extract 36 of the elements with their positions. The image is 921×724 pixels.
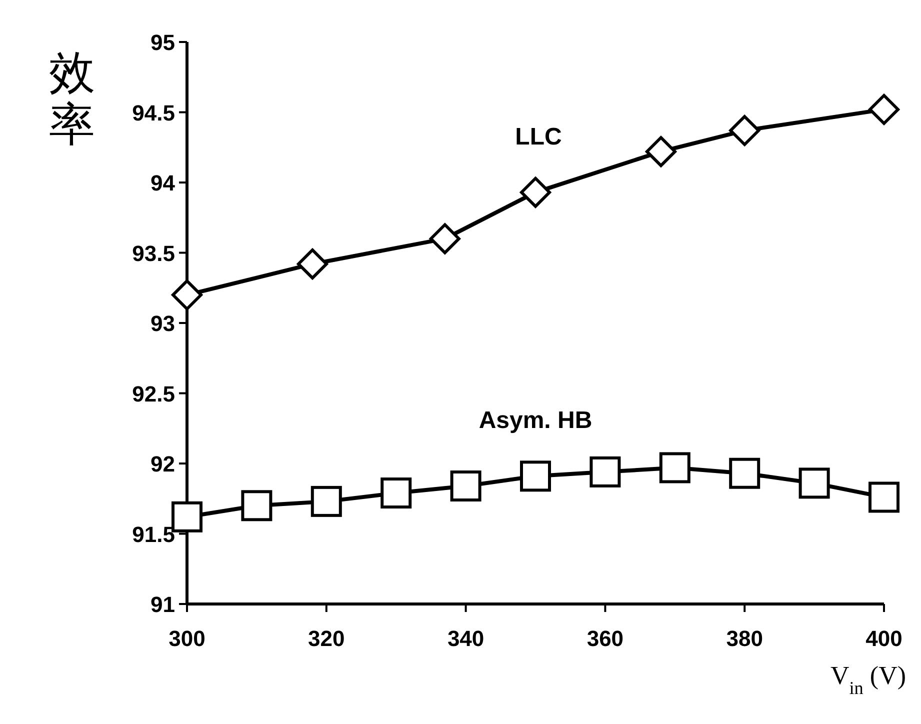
y-tick-label: 92.5 <box>132 381 175 406</box>
y-tick-label: 94 <box>150 170 176 196</box>
y-tick-label: 93.5 <box>132 240 175 266</box>
y-tick-label: 92 <box>150 452 175 476</box>
x-tick-label: 400 <box>866 626 902 651</box>
point <box>868 482 900 513</box>
point <box>590 456 621 488</box>
x-tick-label: 380 <box>726 626 763 651</box>
point <box>868 94 900 125</box>
point <box>450 470 482 502</box>
series-label: LLC <box>515 123 562 150</box>
point <box>520 176 551 208</box>
y-tick-label: 93 <box>150 311 175 336</box>
point <box>729 115 760 146</box>
point <box>310 486 342 517</box>
y-tick-label: 91 <box>150 592 175 617</box>
point <box>172 279 202 310</box>
y-tick-label: 91.5 <box>132 522 175 547</box>
point <box>520 460 551 492</box>
series-label: Asym. HB <box>478 407 592 434</box>
point <box>429 223 460 254</box>
point <box>645 136 676 168</box>
y-tick-label: 95 <box>150 30 175 55</box>
point <box>296 248 328 280</box>
y-axis-title: 效率 <box>49 47 95 150</box>
point <box>729 458 760 489</box>
x-tick-label: 360 <box>586 626 624 651</box>
x-tick-label: 340 <box>447 626 484 651</box>
x-axis-title: V$_{in}$ (V) <box>830 661 906 698</box>
point <box>380 478 412 509</box>
y-tick-label: 94.5 <box>132 100 175 126</box>
x-tick-label: 300 <box>168 626 206 651</box>
point <box>241 490 272 522</box>
point <box>798 468 830 499</box>
point <box>659 452 690 484</box>
x-tick-label: 320 <box>308 626 345 651</box>
